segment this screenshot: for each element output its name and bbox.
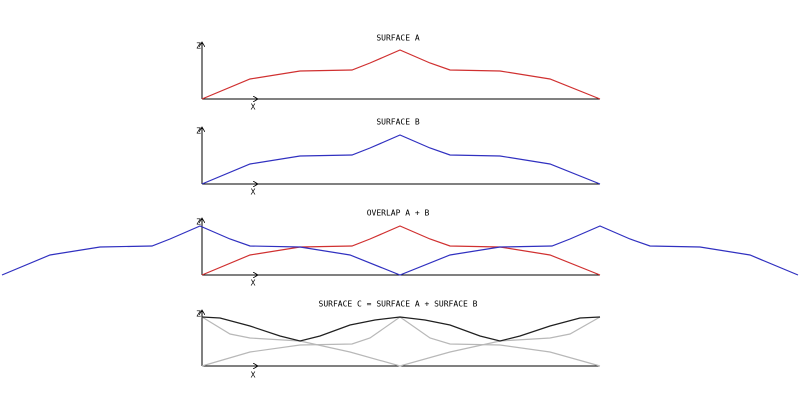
x-label: X (251, 371, 256, 380)
panel: OVERLAP A + B Z X (1, 209, 799, 288)
z-label: Z (196, 42, 201, 51)
x-label: X (251, 188, 256, 197)
surface-b-shifted (1, 225, 799, 276)
surface-b-ghost (201, 316, 601, 367)
x-label: X (251, 103, 256, 112)
z-label: Z (196, 127, 201, 136)
panel-title: SURFACE B (376, 118, 420, 127)
z-label: Z (196, 218, 201, 227)
surface-a-ghost (201, 316, 601, 367)
surface-c (201, 316, 601, 342)
panel-title: SURFACE C = SURFACE A + SURFACE B (319, 300, 478, 309)
panel-title: OVERLAP A + B (367, 209, 430, 218)
panel: SURFACE A Z X (196, 34, 601, 112)
surface-a (201, 49, 601, 100)
x-label: X (251, 279, 256, 288)
z-label: Z (196, 310, 201, 319)
panel-title: SURFACE A (376, 34, 420, 43)
surface-a (201, 225, 601, 276)
surface-b (201, 134, 601, 185)
panel: SURFACE C = SURFACE A + SURFACE B Z X (196, 300, 601, 380)
panel: SURFACE B Z X (196, 118, 601, 197)
